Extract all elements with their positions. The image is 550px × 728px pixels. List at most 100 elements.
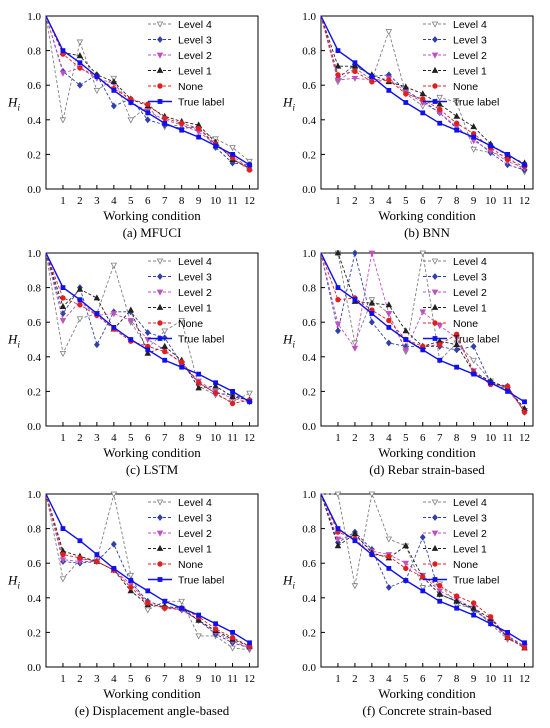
data-point xyxy=(335,526,341,531)
y-axis-label: Hi xyxy=(7,573,20,591)
data-point xyxy=(59,70,67,77)
data-point xyxy=(111,324,117,330)
legend-label: Level 1 xyxy=(178,66,212,78)
legend-marker xyxy=(156,530,164,537)
data-point xyxy=(77,555,83,561)
data-point xyxy=(128,100,134,105)
legend-marker xyxy=(157,561,163,567)
legend-label: True label xyxy=(453,575,499,587)
data-point xyxy=(453,341,460,348)
legend-marker xyxy=(432,273,438,280)
data-point xyxy=(230,151,235,157)
y-tick-label: 0.6 xyxy=(302,80,316,92)
data-point xyxy=(93,87,101,95)
data-point xyxy=(419,309,427,316)
x-tick-label: 10 xyxy=(210,673,222,685)
x-tick-label: 1 xyxy=(335,673,341,685)
legend-marker xyxy=(157,320,163,326)
y-axis-label-subscript: i xyxy=(292,103,295,113)
legend-marker xyxy=(432,83,438,89)
y-tick-label: 0.8 xyxy=(302,46,316,58)
x-tick-label: 3 xyxy=(94,195,100,207)
x-tick-label: 12 xyxy=(519,673,530,685)
data-point xyxy=(420,574,426,580)
legend-marker xyxy=(157,83,163,89)
legend-marker xyxy=(156,544,164,551)
data-point xyxy=(229,634,236,641)
y-tick-label: 1.0 xyxy=(302,489,316,501)
legend: Level 4 Level 3 Level 2 Level 1 None True lab… xyxy=(423,497,499,587)
x-tick-label: 6 xyxy=(145,432,151,444)
data-point xyxy=(59,302,67,310)
legend-label: Level 4 xyxy=(178,256,212,268)
data-point xyxy=(162,605,168,611)
data-point xyxy=(351,75,359,82)
data-point xyxy=(437,598,443,604)
x-tick-label: 10 xyxy=(210,195,222,207)
x-tick-label: 6 xyxy=(145,195,151,207)
data-point xyxy=(419,90,427,97)
plot-area xyxy=(45,15,253,173)
legend-marker xyxy=(156,499,164,506)
panel-caption: (b) BNN xyxy=(404,225,450,240)
legend: Level 4 Level 3 Level 2 Level 1 None True lab… xyxy=(423,19,499,109)
legend-marker xyxy=(432,36,438,43)
data-point xyxy=(351,583,359,590)
x-tick-label: 5 xyxy=(128,432,134,444)
data-point xyxy=(470,343,477,350)
x-tick-label: 7 xyxy=(437,195,443,207)
x-tick-label: 10 xyxy=(485,195,497,207)
x-tick-label: 3 xyxy=(369,673,375,685)
legend-marker xyxy=(431,303,439,310)
data-point xyxy=(144,329,151,336)
data-point xyxy=(59,576,67,583)
data-point xyxy=(145,101,151,107)
data-point xyxy=(93,294,101,301)
legend-label: None xyxy=(453,559,478,571)
legend-label: Level 3 xyxy=(178,513,212,525)
data-point xyxy=(213,143,219,149)
x-tick-label: 5 xyxy=(403,432,409,444)
data-point xyxy=(60,295,66,301)
panel-caption: (f) Concrete strain-based xyxy=(362,703,492,718)
data-point xyxy=(335,327,341,335)
y-tick-label: 0.0 xyxy=(302,421,316,433)
legend-marker xyxy=(432,336,438,341)
legend-label: None xyxy=(178,318,203,330)
legend-label: Level 3 xyxy=(178,272,212,284)
data-point xyxy=(76,39,84,46)
legend-label: Level 3 xyxy=(178,35,212,47)
data-point xyxy=(504,634,511,641)
y-tick-label: 0.4 xyxy=(302,115,316,127)
data-point xyxy=(127,318,135,325)
panel-caption: (c) LSTM xyxy=(126,462,179,477)
data-point xyxy=(470,600,477,606)
x-tick-label: 4 xyxy=(386,432,392,444)
data-point xyxy=(334,62,342,69)
data-point xyxy=(178,120,185,126)
data-point xyxy=(453,346,460,354)
series-true-label xyxy=(320,493,527,646)
data-point xyxy=(77,538,83,544)
data-point xyxy=(437,120,443,126)
y-tick-label: 0.2 xyxy=(302,149,316,161)
plot-frame xyxy=(320,493,534,668)
data-point xyxy=(196,134,202,140)
x-tick-label: 7 xyxy=(162,432,168,444)
data-point xyxy=(127,117,135,124)
data-point xyxy=(162,115,168,121)
y-axis-label-subscript: i xyxy=(17,340,20,350)
legend-label: Level 2 xyxy=(453,50,487,62)
data-point xyxy=(128,337,134,342)
data-point xyxy=(453,112,460,119)
data-point xyxy=(402,542,410,549)
y-axis-label-subscript: i xyxy=(292,581,295,591)
data-point xyxy=(229,159,236,167)
legend-label: Level 3 xyxy=(453,272,487,284)
data-point xyxy=(195,125,202,132)
x-tick-label: 8 xyxy=(179,432,185,444)
data-point xyxy=(179,127,185,133)
data-point xyxy=(419,585,427,592)
data-point xyxy=(436,94,443,101)
